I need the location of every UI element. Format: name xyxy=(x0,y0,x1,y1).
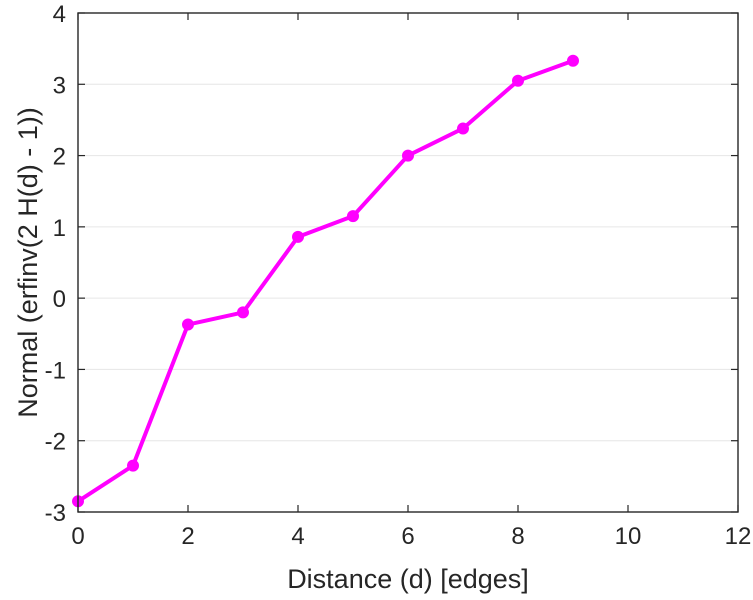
x-axis-title: Distance (d) [edges] xyxy=(287,564,529,594)
y-tick-label: 4 xyxy=(53,1,66,28)
x-tick-label: 8 xyxy=(511,523,524,550)
data-point xyxy=(292,230,304,243)
series-layer xyxy=(72,54,579,508)
y-tick-label: -2 xyxy=(45,429,66,456)
series-line xyxy=(76,58,575,504)
data-point xyxy=(347,210,359,223)
y-tick-label: -3 xyxy=(45,500,66,527)
y-tick-label: 1 xyxy=(53,215,66,242)
y-axis-title: Normal (erfinv(2 H(d) - 1)) xyxy=(13,107,43,418)
data-point xyxy=(237,306,249,319)
x-tick-label: 2 xyxy=(181,523,194,550)
data-point xyxy=(512,74,524,87)
x-tick-label: 10 xyxy=(615,523,642,550)
data-point xyxy=(127,459,139,472)
x-tick-labels: 0 2 4 6 8 10 12 xyxy=(71,523,751,550)
data-point xyxy=(567,54,579,67)
y-tick-label: 3 xyxy=(53,72,66,99)
y-tick-label: 0 xyxy=(53,286,66,313)
x-tick-label: 4 xyxy=(291,523,304,550)
tick-marks xyxy=(77,12,739,513)
y-tick-labels: -3 -2 -1 0 1 2 3 4 xyxy=(45,1,66,527)
y-tick-label: -1 xyxy=(45,357,66,384)
data-point xyxy=(457,122,469,135)
x-tick-label: 6 xyxy=(401,523,414,550)
data-point xyxy=(182,318,194,331)
y-tick-label: 2 xyxy=(53,144,66,171)
data-point xyxy=(402,149,414,162)
x-tick-label: 12 xyxy=(725,523,752,550)
x-tick-label: 0 xyxy=(71,523,84,550)
